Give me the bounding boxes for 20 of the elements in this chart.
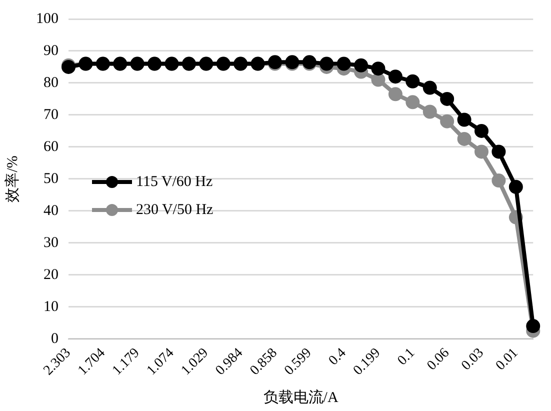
x-tick-label: 0.01 [493,346,522,374]
legend-label: 115 V/60 Hz [136,174,213,190]
x-tick-label: 0.1 [395,346,418,369]
y-tick-label: 60 [44,138,58,155]
x-tick-label: 0.4 [326,346,350,369]
y-tick-label: 20 [44,266,58,283]
y-axis-title: 效率/% [4,156,21,202]
y-tick-label: 100 [36,10,58,27]
y-tick-label: 70 [44,106,58,123]
y-tick-label: 30 [44,234,58,251]
x-axis-title: 负载电流/A [263,388,338,406]
y-tick-label: 80 [44,74,58,91]
x-tick-label: 0.03 [458,346,487,374]
y-tick-label: 40 [44,202,58,219]
legend-label: 230 V/50 Hz [136,202,214,218]
y-tick-label: 0 [51,330,58,347]
y-tick-label: 90 [44,42,58,59]
y-tick-label: 50 [44,170,58,187]
x-tick-label: 0.06 [424,346,453,374]
y-tick-label: 10 [44,298,58,315]
